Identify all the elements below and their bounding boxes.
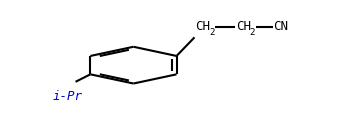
Text: CH: CH	[236, 20, 251, 33]
Text: 2: 2	[209, 28, 215, 37]
Text: 2: 2	[249, 28, 255, 37]
Text: CN: CN	[273, 20, 288, 33]
Text: i-Pr: i-Pr	[53, 90, 83, 103]
Text: CH: CH	[195, 20, 210, 33]
